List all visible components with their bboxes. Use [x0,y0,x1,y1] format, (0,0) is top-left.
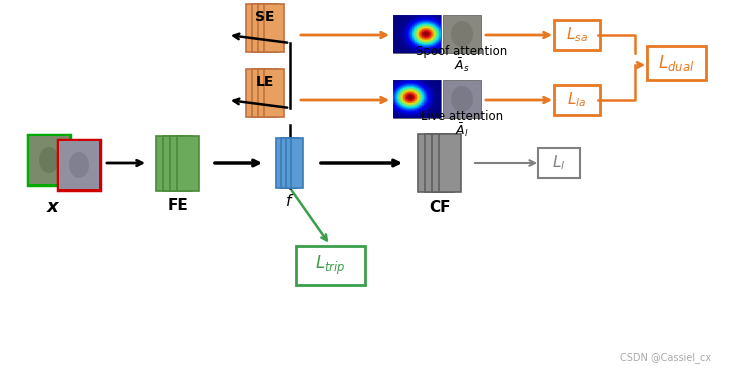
Bar [286,138,298,188]
Bar [426,134,447,192]
Bar [264,69,284,117]
FancyBboxPatch shape [538,148,580,178]
Bar [58,140,100,190]
Ellipse shape [69,152,89,178]
Bar [443,15,481,53]
Bar [170,136,193,190]
Bar [432,134,455,192]
FancyBboxPatch shape [296,246,365,285]
Bar [258,4,278,52]
Bar [164,136,185,190]
Bar [252,4,272,52]
FancyBboxPatch shape [554,20,600,50]
Bar [281,138,293,188]
Bar [59,141,99,189]
Bar [443,80,481,118]
Text: CF: CF [429,200,451,215]
Bar [246,69,266,117]
Text: LE: LE [256,75,275,89]
Bar [246,4,266,52]
Bar [393,15,441,53]
Text: FE: FE [167,198,188,213]
Text: $L_l$: $L_l$ [552,154,565,172]
Bar [277,138,289,188]
Bar [393,80,441,118]
Bar [29,136,69,184]
Bar [292,138,304,188]
Bar [178,136,199,190]
Text: Live attention: Live attention [421,110,503,123]
Ellipse shape [451,21,473,47]
Bar [418,134,440,192]
Bar [252,69,272,117]
Ellipse shape [39,147,59,173]
Bar [28,135,70,185]
Text: CSDN @Cassiel_cx: CSDN @Cassiel_cx [620,352,711,363]
Bar [156,136,179,190]
Text: $f$: $f$ [286,193,295,209]
Bar [258,69,278,117]
Text: $L_{trip}$: $L_{trip}$ [315,254,345,277]
Text: $L_{dual}$: $L_{dual}$ [658,53,694,73]
Text: $\boldsymbol{x}$: $\boldsymbol{x}$ [45,198,60,216]
FancyBboxPatch shape [554,85,600,115]
Ellipse shape [451,86,473,112]
Bar [264,4,284,52]
Bar [440,134,461,192]
Text: $\bar{A}_l$: $\bar{A}_l$ [455,121,469,139]
Text: SE: SE [255,10,275,24]
Text: Spoof attention: Spoof attention [417,45,507,58]
FancyBboxPatch shape [647,46,706,80]
Text: $L_{la}$: $L_{la}$ [568,91,586,110]
Text: $L_{sa}$: $L_{sa}$ [566,26,588,44]
Text: $\bar{A}_s$: $\bar{A}_s$ [454,56,470,74]
